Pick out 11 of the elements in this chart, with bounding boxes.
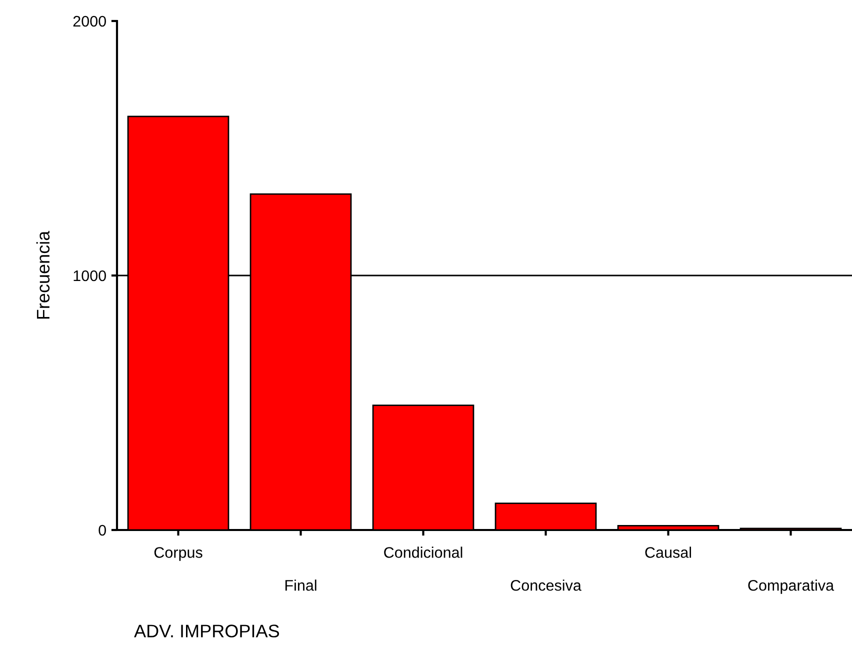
x-tick-label: Concesiva (510, 580, 582, 591)
y-tick-label: 0 (98, 524, 106, 536)
y-tick-label: 2000 (73, 16, 106, 27)
x-axis-title: ADV. IMPROPIAS (134, 624, 280, 638)
y-tick-label: 1000 (74, 270, 106, 282)
x-tick-label: Final (285, 580, 316, 591)
x-tick-label: Causal (645, 546, 692, 558)
x-tick-label: Condicional (384, 546, 462, 558)
y-axis-title: Frecuencia (36, 230, 50, 319)
x-tick-label: Corpus (154, 547, 202, 561)
x-tick-label: Comparativa (748, 580, 834, 594)
